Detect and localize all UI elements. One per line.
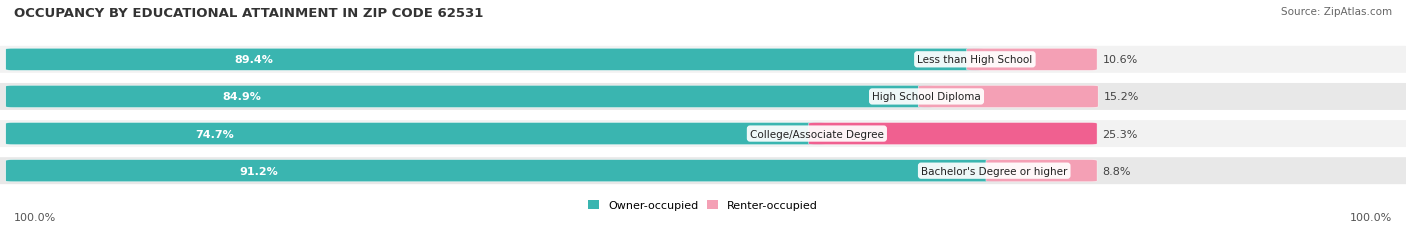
Text: 91.2%: 91.2% bbox=[240, 166, 278, 176]
FancyBboxPatch shape bbox=[986, 160, 1097, 182]
FancyBboxPatch shape bbox=[918, 86, 1098, 108]
Text: 8.8%: 8.8% bbox=[1102, 166, 1130, 176]
Text: Source: ZipAtlas.com: Source: ZipAtlas.com bbox=[1281, 7, 1392, 17]
FancyBboxPatch shape bbox=[6, 160, 1002, 182]
FancyBboxPatch shape bbox=[6, 86, 935, 108]
Text: 74.7%: 74.7% bbox=[195, 129, 235, 139]
Legend: Owner-occupied, Renter-occupied: Owner-occupied, Renter-occupied bbox=[588, 200, 818, 210]
FancyBboxPatch shape bbox=[808, 123, 1097, 145]
FancyBboxPatch shape bbox=[6, 49, 983, 71]
Text: High School Diploma: High School Diploma bbox=[872, 92, 981, 102]
Text: Bachelor's Degree or higher: Bachelor's Degree or higher bbox=[921, 166, 1067, 176]
Text: 100.0%: 100.0% bbox=[1350, 212, 1392, 222]
Text: 10.6%: 10.6% bbox=[1102, 55, 1137, 65]
Text: 25.3%: 25.3% bbox=[1102, 129, 1137, 139]
Text: College/Associate Degree: College/Associate Degree bbox=[749, 129, 884, 139]
Text: 15.2%: 15.2% bbox=[1104, 92, 1139, 102]
Text: OCCUPANCY BY EDUCATIONAL ATTAINMENT IN ZIP CODE 62531: OCCUPANCY BY EDUCATIONAL ATTAINMENT IN Z… bbox=[14, 7, 484, 20]
FancyBboxPatch shape bbox=[0, 84, 1406, 110]
Text: Less than High School: Less than High School bbox=[917, 55, 1032, 65]
FancyBboxPatch shape bbox=[6, 123, 825, 145]
FancyBboxPatch shape bbox=[0, 47, 1406, 73]
Text: 84.9%: 84.9% bbox=[222, 92, 262, 102]
Text: 100.0%: 100.0% bbox=[14, 212, 56, 222]
FancyBboxPatch shape bbox=[0, 121, 1406, 147]
Text: 89.4%: 89.4% bbox=[235, 55, 274, 65]
FancyBboxPatch shape bbox=[0, 158, 1406, 184]
FancyBboxPatch shape bbox=[966, 49, 1097, 71]
